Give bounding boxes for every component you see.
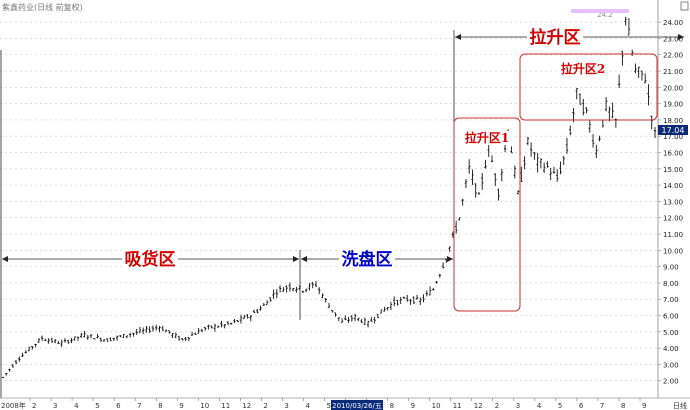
y-tick-label: 20.00 bbox=[663, 84, 683, 92]
x-tick-label: 8 bbox=[390, 402, 394, 410]
y-tick-label: 24.00 bbox=[663, 19, 683, 27]
markup-zone-1-box bbox=[453, 117, 521, 312]
x-tick-label: 6 bbox=[116, 402, 121, 410]
y-tick-label: 3.00 bbox=[663, 361, 679, 369]
y-tick-label: 14.00 bbox=[663, 182, 683, 190]
markup-zone-2-box bbox=[519, 53, 658, 121]
current-date-tag: 2010/03/26/五 bbox=[331, 400, 383, 410]
x-tick-label: 12 bbox=[474, 402, 483, 410]
y-tick-label: 8.00 bbox=[663, 280, 679, 288]
y-tick-label: 13.00 bbox=[663, 198, 683, 206]
current-price-tag: 17.04 bbox=[658, 125, 688, 135]
x-tick-label: 4 bbox=[305, 402, 310, 410]
markup-zone-1-label: 拉升区1 bbox=[465, 130, 509, 145]
x-tick-label: 8 bbox=[158, 402, 162, 410]
x-tick-label: 9 bbox=[411, 402, 415, 410]
markup-zone-1-label-bg bbox=[460, 130, 514, 145]
accumulation-zone-label-bg bbox=[121, 248, 179, 270]
y-tick-label: 9.00 bbox=[663, 264, 679, 272]
year-label: 2008年 bbox=[1, 401, 26, 410]
accumulation-zone-label: 吸货区 bbox=[125, 249, 176, 270]
period-label: 日线 bbox=[673, 401, 687, 410]
x-tick-label: 11 bbox=[221, 402, 230, 410]
arrow-head bbox=[293, 256, 299, 262]
shakeout-zone-label: 洗盘区 bbox=[342, 249, 393, 270]
arrow-head bbox=[447, 256, 453, 262]
x-tick-label: 4 bbox=[537, 402, 542, 410]
x-tick-label: 2 bbox=[32, 402, 36, 410]
shakeout-zone-label-bg bbox=[338, 248, 396, 270]
x-tick-label: 10 bbox=[200, 402, 209, 410]
chart-title: 紫鑫药业(日线 前复权) bbox=[2, 2, 83, 12]
price-axis: 2.00 3.00 4.00 5.00 6.00 7.00 8.00 9.00 10.00 11.… bbox=[657, 0, 683, 398]
y-tick-label: 17.00 bbox=[663, 133, 683, 141]
marker-strip bbox=[571, 9, 629, 13]
x-tick-label: 9 bbox=[179, 402, 183, 410]
y-tick-label: 18.00 bbox=[663, 117, 683, 125]
y-tick-label: 5.00 bbox=[663, 329, 679, 337]
arrow-head bbox=[2, 256, 8, 262]
y-tick-label: 7.00 bbox=[663, 296, 679, 304]
arrow-head bbox=[678, 34, 684, 40]
markup-zone-2-label: 拉升区2 bbox=[561, 61, 605, 76]
x-tick-label: 5 bbox=[558, 402, 562, 410]
y-tick-label: 4.00 bbox=[663, 345, 679, 353]
maximize-icon[interactable] bbox=[680, 1, 689, 11]
x-tick-label: 7 bbox=[137, 402, 141, 410]
y-tick-label: 12.00 bbox=[663, 215, 683, 223]
x-tick-label: 8 bbox=[621, 402, 625, 410]
x-tick-label: 5 bbox=[326, 402, 330, 410]
top-value-label: 24.2 bbox=[597, 11, 613, 19]
x-tick-label: 12 bbox=[242, 402, 251, 410]
markup-zone-label-bg bbox=[526, 26, 584, 48]
x-tick-label: 2 bbox=[495, 402, 499, 410]
x-tick-label: 9 bbox=[642, 402, 646, 410]
x-tick-label: 3 bbox=[53, 402, 57, 410]
x-tick-label: 3 bbox=[284, 402, 288, 410]
x-tick-label: 5 bbox=[95, 402, 99, 410]
y-tick-label: 15.00 bbox=[663, 166, 683, 174]
x-tick-label: 11 bbox=[453, 402, 462, 410]
y-tick-label: 2.00 bbox=[663, 378, 679, 386]
x-tick-label: 4 bbox=[74, 402, 79, 410]
markup-zone-label: 拉升区 bbox=[530, 27, 581, 48]
markup-zone-2-label-bg bbox=[556, 61, 610, 76]
x-tick-label: 6 bbox=[579, 402, 584, 410]
x-tick-label: 7 bbox=[600, 402, 604, 410]
svg-text:2010/03/26/五: 2010/03/26/五 bbox=[332, 402, 382, 410]
arrow-head bbox=[455, 34, 461, 40]
x-tick-label: 3 bbox=[516, 402, 520, 410]
y-tick-label: 6.00 bbox=[663, 313, 679, 321]
y-tick-label: 23.00 bbox=[663, 35, 683, 43]
arrow-head bbox=[301, 256, 307, 262]
y-tick-label: 21.00 bbox=[663, 68, 683, 76]
time-axis: 234567891011122345678910111223456789 bbox=[0, 397, 690, 410]
x-tick-label: 2 bbox=[263, 402, 267, 410]
svg-text:17.04: 17.04 bbox=[662, 126, 685, 135]
y-tick-label: 11.00 bbox=[663, 231, 683, 239]
y-tick-label: 16.00 bbox=[663, 150, 683, 158]
y-tick-label: 10.00 bbox=[663, 247, 683, 255]
x-tick-label: 10 bbox=[432, 402, 441, 410]
y-tick-label: 19.00 bbox=[663, 101, 683, 109]
y-tick-label: 22.00 bbox=[663, 52, 683, 60]
